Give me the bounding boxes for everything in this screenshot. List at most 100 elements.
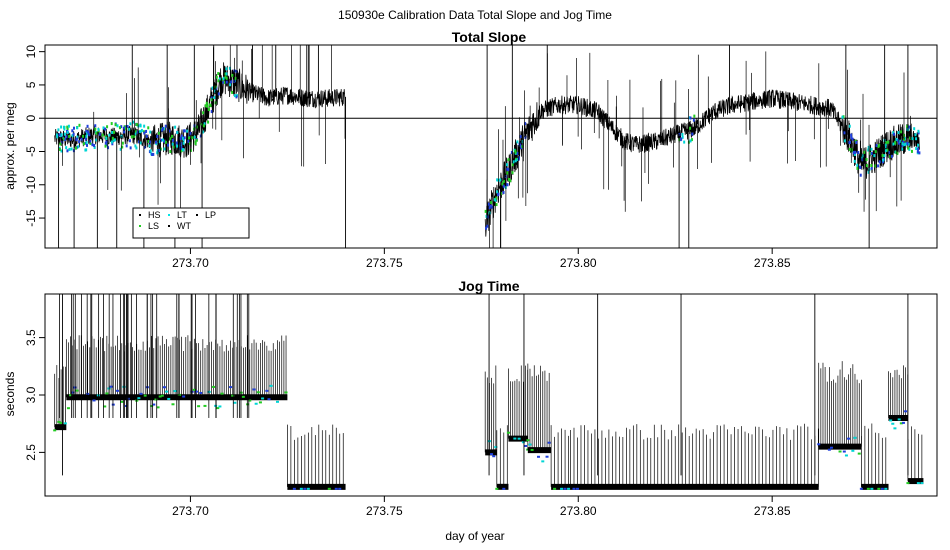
jog-time-marker (526, 439, 530, 442)
total-slope-marker (175, 141, 178, 145)
total-slope-marker (210, 96, 213, 100)
total-slope-marker (218, 77, 221, 81)
total-slope-marker (123, 126, 126, 130)
jog-time-marker (817, 443, 821, 446)
jog-time-marker (906, 482, 910, 485)
legend-label: LS (148, 221, 159, 231)
total-slope-marker (182, 141, 185, 145)
total-slope-marker (105, 136, 108, 140)
total-slope-marker (180, 149, 183, 153)
total-slope-marker (105, 143, 108, 147)
total-slope-marker (101, 133, 104, 137)
total-slope-marker (907, 146, 910, 150)
total-slope-marker (692, 118, 695, 122)
jog-time-marker (143, 394, 147, 397)
total-slope-marker (843, 131, 846, 135)
jog-time-marker (327, 487, 331, 490)
total-slope-marker (128, 127, 131, 131)
jog-time-marker (252, 388, 256, 391)
jog-time-marker (216, 407, 220, 410)
total-slope-marker (193, 135, 196, 139)
jog-time-marker (212, 385, 216, 388)
legend-label: HS (148, 210, 161, 220)
total-slope-marker (149, 149, 152, 153)
jog-time-marker (870, 487, 874, 490)
total-slope-marker (87, 130, 90, 134)
total-slope-marker (152, 152, 155, 156)
jog-time-marker (75, 389, 79, 392)
total-slope-marker (149, 130, 152, 134)
total-slope-xtick-label: 273.70 (172, 256, 209, 270)
jog-time-marker (838, 450, 842, 453)
total-slope-marker (852, 151, 855, 155)
total-slope-marker (148, 144, 151, 148)
jog-time-marker (303, 487, 307, 490)
total-slope-marker (171, 134, 174, 138)
total-slope-marker (505, 163, 508, 167)
total-slope-marker (231, 90, 234, 94)
jog-time-marker (203, 404, 207, 407)
total-slope-marker (501, 182, 504, 186)
total-slope-series-line (54, 62, 346, 158)
total-slope-marker (892, 142, 895, 146)
total-slope-marker (507, 177, 510, 181)
jog-time-marker (880, 487, 884, 490)
total-slope-marker (878, 160, 881, 164)
total-slope-marker (918, 151, 921, 155)
total-slope-marker (147, 139, 150, 143)
total-slope-marker (201, 130, 204, 134)
jog-time-marker (105, 392, 109, 395)
total-slope-marker (908, 147, 911, 151)
jog-time-marker (218, 405, 222, 408)
total-slope-series (45, 45, 937, 248)
total-slope-ytick-label: 10 (24, 45, 38, 59)
total-slope-marker (856, 166, 859, 170)
total-slope-marker (217, 79, 220, 83)
total-slope-marker (877, 164, 880, 168)
total-slope-marker (519, 135, 522, 139)
total-slope-marker (490, 201, 493, 205)
total-slope-marker (157, 131, 160, 135)
total-slope-marker (883, 154, 886, 158)
total-slope-marker (224, 75, 227, 79)
total-slope-marker (851, 137, 854, 141)
total-slope-marker (112, 138, 115, 142)
total-slope-marker (859, 166, 862, 170)
total-slope-marker (230, 80, 233, 84)
total-slope-marker (857, 151, 860, 155)
total-slope-marker (82, 142, 85, 146)
total-slope-marker (86, 143, 89, 147)
jog-time-marker (506, 431, 510, 434)
jog-time-marker (109, 385, 113, 388)
total-slope-marker (130, 135, 133, 139)
total-slope-marker (84, 141, 87, 145)
legend-swatch (168, 225, 170, 227)
total-slope-marker (221, 80, 224, 84)
total-slope-plot-frame (44, 44, 938, 249)
total-slope-marker (914, 133, 917, 137)
total-slope-marker (169, 150, 172, 154)
figure-title: 150930e Calibration Data Total Slope and… (338, 8, 612, 22)
total-slope-marker (65, 135, 68, 139)
jog-time-marker (851, 449, 855, 452)
jog-time-marker (537, 455, 541, 458)
jog-time-marker (73, 386, 77, 389)
jog-time-marker (162, 386, 166, 389)
total-slope-marker (681, 132, 684, 136)
total-slope-marker (63, 127, 66, 131)
total-slope-xtick-label: 273.80 (560, 256, 597, 270)
total-slope-ylabel: approx. per meg (3, 102, 17, 189)
jog-time-xtick-label: 273.85 (754, 504, 791, 518)
jog-time-marker (528, 443, 532, 446)
total-slope-marker (94, 124, 97, 128)
total-slope-marker (128, 139, 131, 143)
jog-time-marker (338, 487, 342, 490)
total-slope-marker (894, 140, 897, 144)
total-slope-marker (191, 136, 194, 140)
total-slope-ytick-label: 0 (24, 115, 38, 122)
total-slope-marker (900, 130, 903, 134)
total-slope-marker (861, 156, 864, 160)
total-slope-marker (133, 134, 136, 138)
total-slope-marker (76, 135, 79, 139)
total-slope-marker (75, 137, 78, 141)
